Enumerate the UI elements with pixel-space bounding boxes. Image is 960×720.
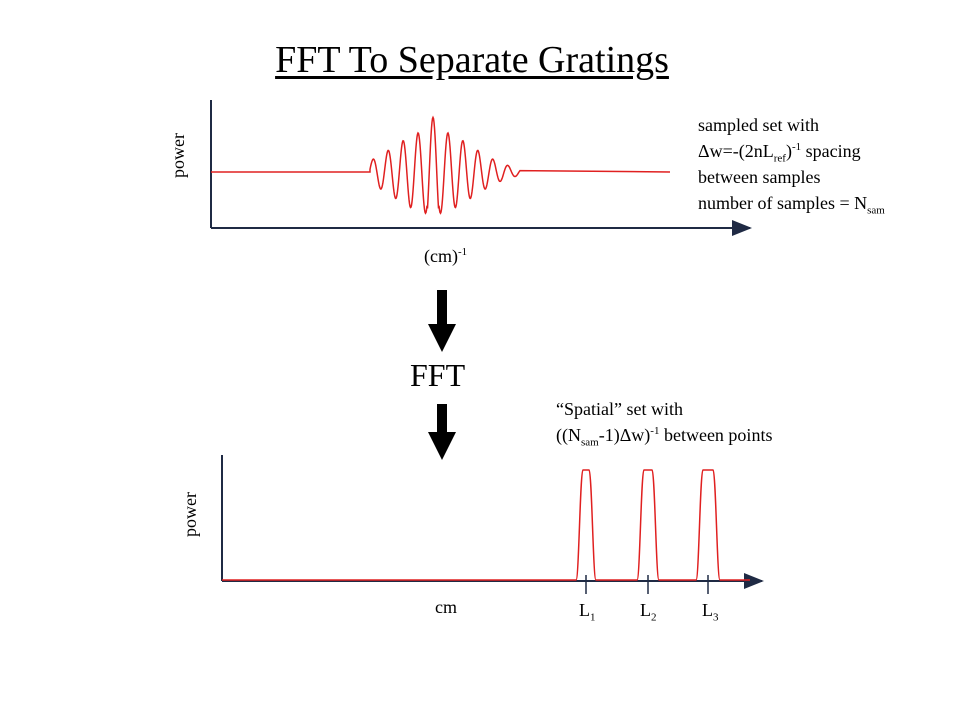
bottom-annotation: “Spatial” set with ((Nsam-1)Δw)-1 betwee… <box>556 399 773 449</box>
top-y-axis-label: power <box>168 133 188 178</box>
down-arrow-2 <box>428 404 456 460</box>
interferogram-signal <box>211 115 671 215</box>
bottom-y-axis-label: power <box>180 492 200 537</box>
page-title: FFT To Separate Gratings <box>275 39 669 81</box>
peak-label-1: L1 <box>579 600 596 624</box>
peak-label-3: L3 <box>702 600 719 624</box>
top-x-axis-label: (cm)-1 <box>424 246 468 266</box>
top-annotation: sampled set with Δw=-(2nLref)-1 spacing … <box>698 115 885 217</box>
fft-label: FFT <box>410 357 466 393</box>
peak-label-2: L2 <box>640 600 657 624</box>
spatial-peaks-signal <box>222 469 750 581</box>
down-arrow-1 <box>428 290 456 352</box>
bottom-x-axis-label: cm <box>435 597 457 617</box>
